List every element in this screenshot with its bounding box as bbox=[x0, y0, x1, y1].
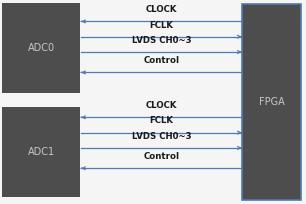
Text: LVDS CH0~3: LVDS CH0~3 bbox=[132, 36, 191, 45]
Text: ADC1: ADC1 bbox=[28, 147, 55, 157]
Text: ADC0: ADC0 bbox=[28, 43, 55, 53]
Text: CLOCK: CLOCK bbox=[146, 5, 177, 14]
Text: Control: Control bbox=[144, 56, 179, 65]
FancyBboxPatch shape bbox=[2, 3, 80, 93]
FancyBboxPatch shape bbox=[2, 107, 80, 197]
Text: CLOCK: CLOCK bbox=[146, 101, 177, 110]
Text: FPGA: FPGA bbox=[259, 97, 285, 107]
Text: FCLK: FCLK bbox=[149, 21, 174, 30]
Text: LVDS CH0~3: LVDS CH0~3 bbox=[132, 132, 191, 141]
FancyBboxPatch shape bbox=[242, 4, 301, 200]
Text: Control: Control bbox=[144, 152, 179, 161]
Text: FCLK: FCLK bbox=[149, 116, 174, 125]
